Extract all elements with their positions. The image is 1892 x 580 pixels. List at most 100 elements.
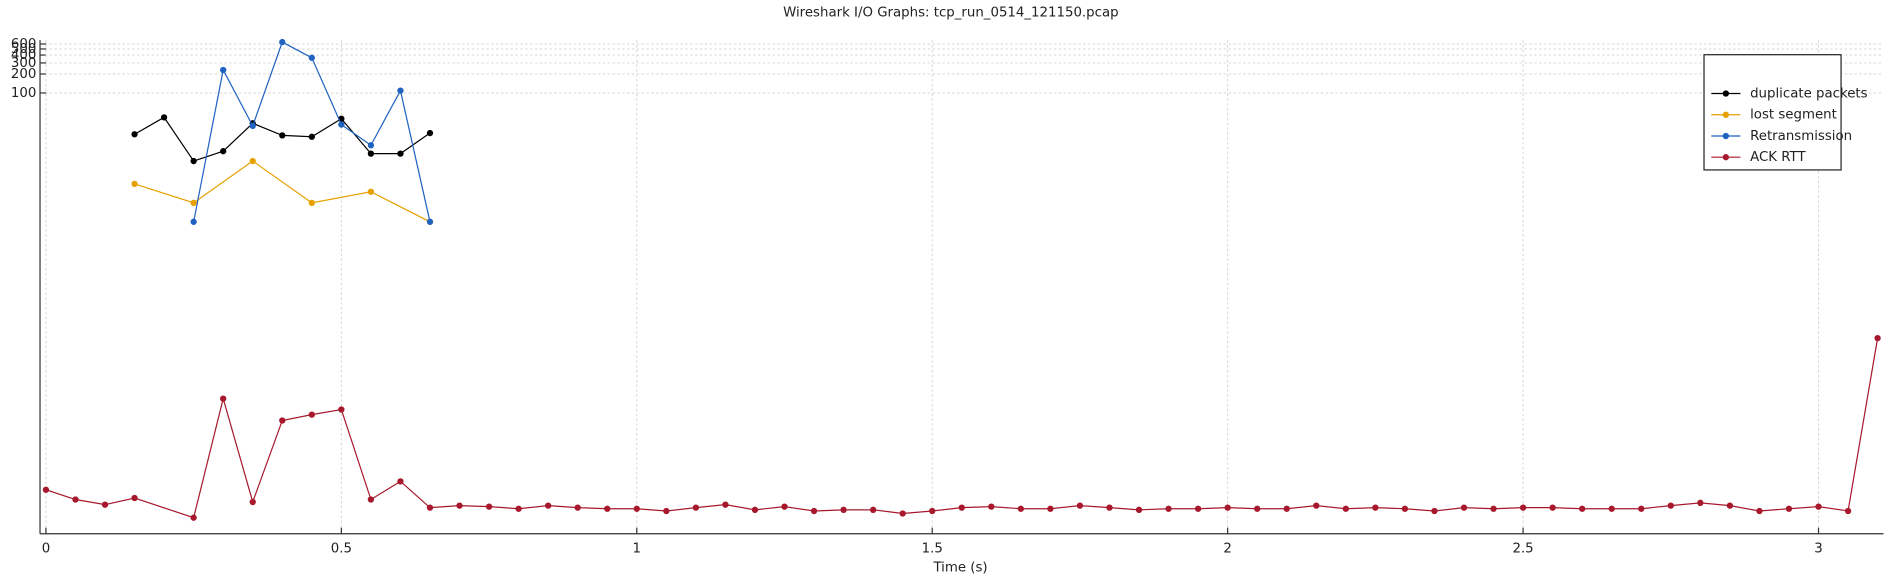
data-point xyxy=(42,486,50,493)
data-point xyxy=(1549,504,1556,511)
data-point xyxy=(545,502,552,509)
data-point xyxy=(781,503,788,510)
legend-label: duplicate packets xyxy=(1750,87,1868,102)
data-point xyxy=(1579,505,1586,512)
data-point xyxy=(220,148,227,155)
x-tick-label: 1.5 xyxy=(922,541,943,556)
legend-swatch-point xyxy=(1722,154,1729,161)
data-point xyxy=(869,506,877,513)
x-tick-label: 3 xyxy=(1814,541,1822,556)
data-point xyxy=(397,150,404,157)
x-tick-label: 0 xyxy=(42,541,50,556)
data-point xyxy=(1667,502,1674,509)
data-point xyxy=(1135,506,1143,513)
data-point xyxy=(722,501,729,508)
y-tick-label: 400 xyxy=(11,48,36,63)
data-point xyxy=(308,133,315,140)
data-point xyxy=(131,180,138,188)
data-point xyxy=(929,507,936,515)
data-point xyxy=(988,503,995,510)
data-point xyxy=(1815,503,1822,510)
legend-label: ACK RTT xyxy=(1750,150,1806,165)
legend-label: lost segment xyxy=(1750,108,1837,123)
legend-swatch-point xyxy=(1722,132,1729,140)
data-point xyxy=(810,507,818,515)
data-point xyxy=(249,122,256,130)
data-point xyxy=(1224,504,1231,511)
data-point xyxy=(72,496,79,503)
data-point xyxy=(367,496,375,503)
data-point xyxy=(1313,502,1320,509)
data-point xyxy=(279,132,286,139)
data-point xyxy=(1017,505,1025,512)
data-point xyxy=(220,66,227,74)
data-point xyxy=(1726,502,1734,509)
data-point xyxy=(1283,505,1290,512)
data-point xyxy=(249,157,256,165)
data-point xyxy=(663,507,670,515)
data-point xyxy=(338,121,345,128)
data-point xyxy=(1785,505,1793,512)
data-point xyxy=(899,510,906,517)
data-point xyxy=(958,504,965,511)
data-point xyxy=(1460,504,1468,511)
data-point xyxy=(308,54,315,61)
y-tick-label: 300 xyxy=(11,56,36,71)
data-point xyxy=(515,505,522,512)
data-point xyxy=(1756,507,1763,515)
x-tick-label: 2 xyxy=(1223,541,1231,556)
data-point xyxy=(1874,334,1881,342)
x-tick-label: 1 xyxy=(633,541,641,556)
x-axis-label: Time (s) xyxy=(932,561,987,576)
data-point xyxy=(220,395,227,402)
y-tick-label: 600 xyxy=(11,37,36,52)
data-point xyxy=(1519,504,1527,511)
data-point xyxy=(692,504,700,511)
data-point xyxy=(456,502,463,509)
data-point xyxy=(308,411,315,418)
data-point xyxy=(574,504,581,511)
data-point xyxy=(1254,505,1261,512)
data-point xyxy=(367,142,375,149)
data-point xyxy=(131,494,138,502)
data-point xyxy=(131,131,138,138)
data-point xyxy=(101,501,109,508)
data-point xyxy=(190,514,197,521)
data-point xyxy=(190,157,197,165)
data-point xyxy=(190,199,197,207)
data-point xyxy=(367,188,375,195)
data-point xyxy=(1697,499,1704,506)
data-point xyxy=(1638,505,1645,512)
data-point xyxy=(1106,504,1113,511)
data-point xyxy=(1608,505,1615,512)
data-point xyxy=(367,150,375,157)
data-point xyxy=(1844,507,1852,515)
legend-label: Retransmission xyxy=(1750,129,1852,144)
data-point xyxy=(249,498,256,506)
data-point xyxy=(1047,505,1054,512)
data-point xyxy=(1372,504,1379,511)
data-point xyxy=(604,505,611,512)
data-point xyxy=(279,417,286,424)
data-point xyxy=(1342,505,1349,512)
data-point xyxy=(426,218,434,225)
data-point xyxy=(1401,505,1409,512)
data-point xyxy=(751,506,759,513)
data-point xyxy=(1165,505,1172,512)
data-point xyxy=(160,114,168,121)
series-line xyxy=(134,160,431,223)
y-tick-label: 200 xyxy=(11,67,36,82)
chart-title: Wireshark I/O Graphs: tcp_run_0514_12115… xyxy=(783,5,1119,20)
x-tick-label: 2.5 xyxy=(1512,541,1533,556)
data-point xyxy=(1490,505,1497,512)
data-point xyxy=(308,199,315,207)
y-tick-label: 100 xyxy=(11,86,36,101)
data-point xyxy=(1431,507,1438,515)
data-point xyxy=(279,38,286,46)
data-point xyxy=(397,478,404,485)
data-point xyxy=(1076,502,1084,509)
series-line xyxy=(45,338,1879,519)
data-point xyxy=(338,406,345,413)
